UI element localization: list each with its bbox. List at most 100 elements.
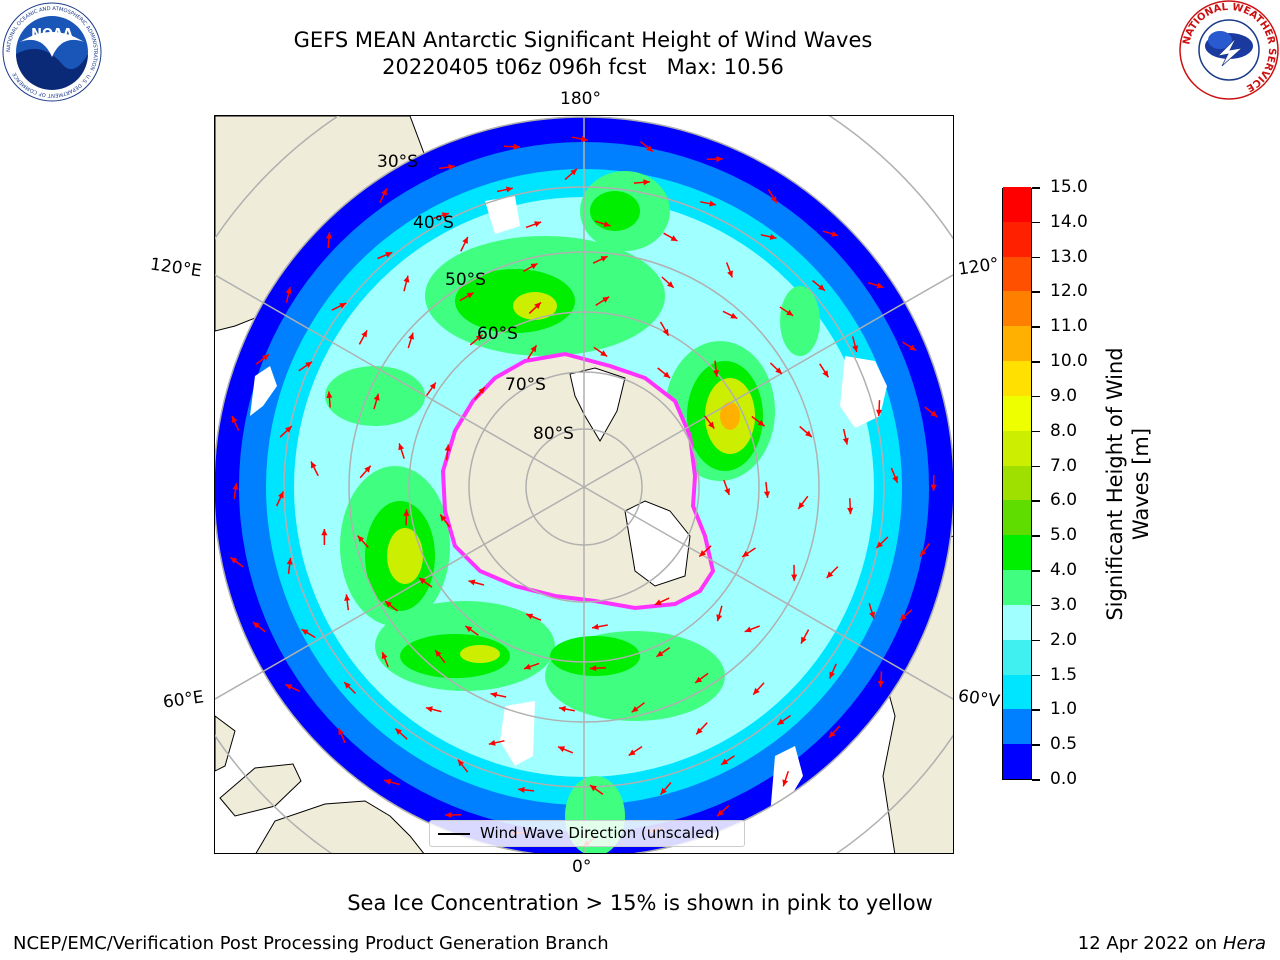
polar-map: 30°S 40°S 50°S 60°S 70°S 80°S Wind Wave … (214, 115, 954, 854)
wave-direction-arrowhead (775, 367, 782, 374)
land-africa-left (215, 715, 236, 772)
wave-direction-arrowhead (656, 650, 664, 657)
wave-direction-arrowhead (285, 684, 293, 690)
footer-date-text: 12 Apr 2022 on (1077, 933, 1223, 954)
wave-direction-arrowhead (660, 787, 667, 795)
colorbar-tick-label: 1.0 (1050, 699, 1078, 720)
wave-direction-arrowhead (384, 779, 392, 785)
colorbar-tick-label: 11.0 (1050, 316, 1088, 337)
wave-direction-arrowhead (361, 330, 367, 338)
colorbar-tick (1032, 709, 1040, 711)
land-africa (255, 800, 425, 853)
wind-wave-arrows (229, 136, 938, 848)
wave-direction-arrowhead (395, 728, 402, 735)
colorbar-tick-label: 1.5 (1050, 664, 1078, 685)
wave-direction-arrowhead (518, 786, 525, 793)
wave-direction-arrowhead (696, 727, 703, 735)
wave-direction-arrowhead (490, 692, 498, 698)
colorbar-tick (1032, 430, 1040, 433)
wave-direction-arrowhead (429, 382, 436, 390)
wave-direction-arrowhead (444, 444, 451, 451)
wave-direction-arrowhead (526, 613, 534, 620)
colorbar-segment (1003, 360, 1031, 396)
colorbar-tick-label: 6.0 (1050, 490, 1078, 511)
footer-date: 12 Apr 2022 on Hera (1078, 933, 1266, 954)
wave-direction-arrowhead (892, 475, 898, 483)
wave-direction-arrowhead (373, 393, 380, 401)
wave-direction-arrowhead (791, 574, 798, 581)
wave-direction-arrowhead (716, 614, 723, 622)
wave-direction-arrowhead (590, 785, 597, 792)
colorbar-segment (1003, 290, 1031, 327)
wave-direction-arrowhead (381, 652, 388, 660)
wave-direction-arrowhead (600, 350, 608, 357)
noaa-logo-icon: NATIONAL OCEANIC AND ATMOSPHERIC ADMINIS… (2, 2, 102, 102)
colorbar-tick-label: 0.0 (1050, 769, 1078, 789)
footer-host: Hera (1222, 933, 1266, 954)
colorbar-tick (1032, 604, 1040, 607)
wave-direction-arrowhead (589, 665, 597, 672)
wave-direction-arrowhead (727, 270, 733, 278)
wave-direction-arrowhead (899, 614, 907, 621)
wave-direction-arrowhead (753, 687, 760, 695)
wave-direction-arrowhead (398, 443, 405, 451)
lat-label-30s: 30°S (377, 152, 418, 172)
lon-label-60w: 60°V (956, 686, 1001, 712)
wave-direction-arrowhead (559, 706, 566, 712)
wave-direction-arrowhead (435, 650, 442, 657)
wave-direction-arrowhead (570, 168, 577, 176)
wave-direction-arrowhead (558, 746, 565, 752)
colorbar-tick-label: 0.5 (1050, 734, 1078, 755)
wave-direction-arrowhead (232, 483, 239, 490)
wave-direction-arrowhead (530, 263, 538, 270)
land-madagascar (219, 763, 302, 817)
wave-direction-arrowhead (440, 514, 447, 522)
wave-direction-arrowhead (311, 461, 317, 469)
wave-direction-arrowhead (777, 718, 785, 725)
wave-direction-arrowhead (305, 361, 313, 368)
footer-credit: NCEP/EMC/Verification Post Processing Pr… (13, 933, 609, 954)
colorbar-tick-label: 2.0 (1050, 629, 1078, 650)
wave-direction-arrowhead (805, 430, 812, 437)
wave-direction-arrowhead (580, 136, 588, 142)
colorbar-tick-label: 15.0 (1050, 177, 1088, 197)
wave-direction-arrowhead (646, 145, 653, 152)
colorbar-segment (1003, 743, 1031, 779)
wave-direction-arrowhead (930, 484, 937, 491)
svg-text:NOAA: NOAA (31, 27, 73, 42)
wave-direction-arrowhead (831, 231, 839, 237)
colorbar-tick (1032, 361, 1040, 363)
wave-direction-arrowhead (782, 779, 789, 787)
wave-direction-arrowhead (462, 236, 468, 244)
wave-direction-arrowhead (730, 312, 738, 319)
graticule (215, 116, 953, 853)
wave-direction-arrowhead (457, 759, 465, 767)
colorbar-tick (1032, 744, 1040, 746)
lat-label-50s: 50°S (445, 270, 486, 290)
wave-direction-arrowhead (818, 284, 825, 291)
wave-direction-arrowhead (643, 179, 650, 186)
colorbar-tick (1032, 256, 1040, 259)
colorbar-segment (1003, 569, 1031, 605)
colorbar-segment (1003, 708, 1031, 745)
wave-direction-arrowhead (847, 507, 854, 515)
colorbar-tick (1032, 395, 1040, 398)
wave-direction-arrowhead (842, 437, 849, 445)
colorbar-segment (1003, 465, 1031, 501)
colorbar (1002, 186, 1032, 780)
wave-direction-arrowhead (278, 491, 284, 499)
wave-direction-arrowhead (301, 629, 309, 636)
colorbar-tick-label: 13.0 (1050, 246, 1088, 267)
wave-direction-arrowhead (757, 419, 765, 427)
wave-direction-arrowhead (876, 541, 884, 548)
wave-direction-arrowhead (829, 671, 835, 679)
legend-line-icon (438, 833, 470, 835)
colorbar-tick (1032, 570, 1040, 572)
wave-direction-arrowhead (364, 465, 371, 473)
wave-direction-arrowhead (631, 706, 639, 713)
colorbar-tick-label: 4.0 (1050, 560, 1078, 581)
wave-direction-arrowhead (408, 332, 414, 340)
colorbar-segment (1003, 395, 1031, 431)
wave-direction-arrowhead (670, 235, 678, 241)
wave-direction-arrowhead (344, 594, 351, 601)
